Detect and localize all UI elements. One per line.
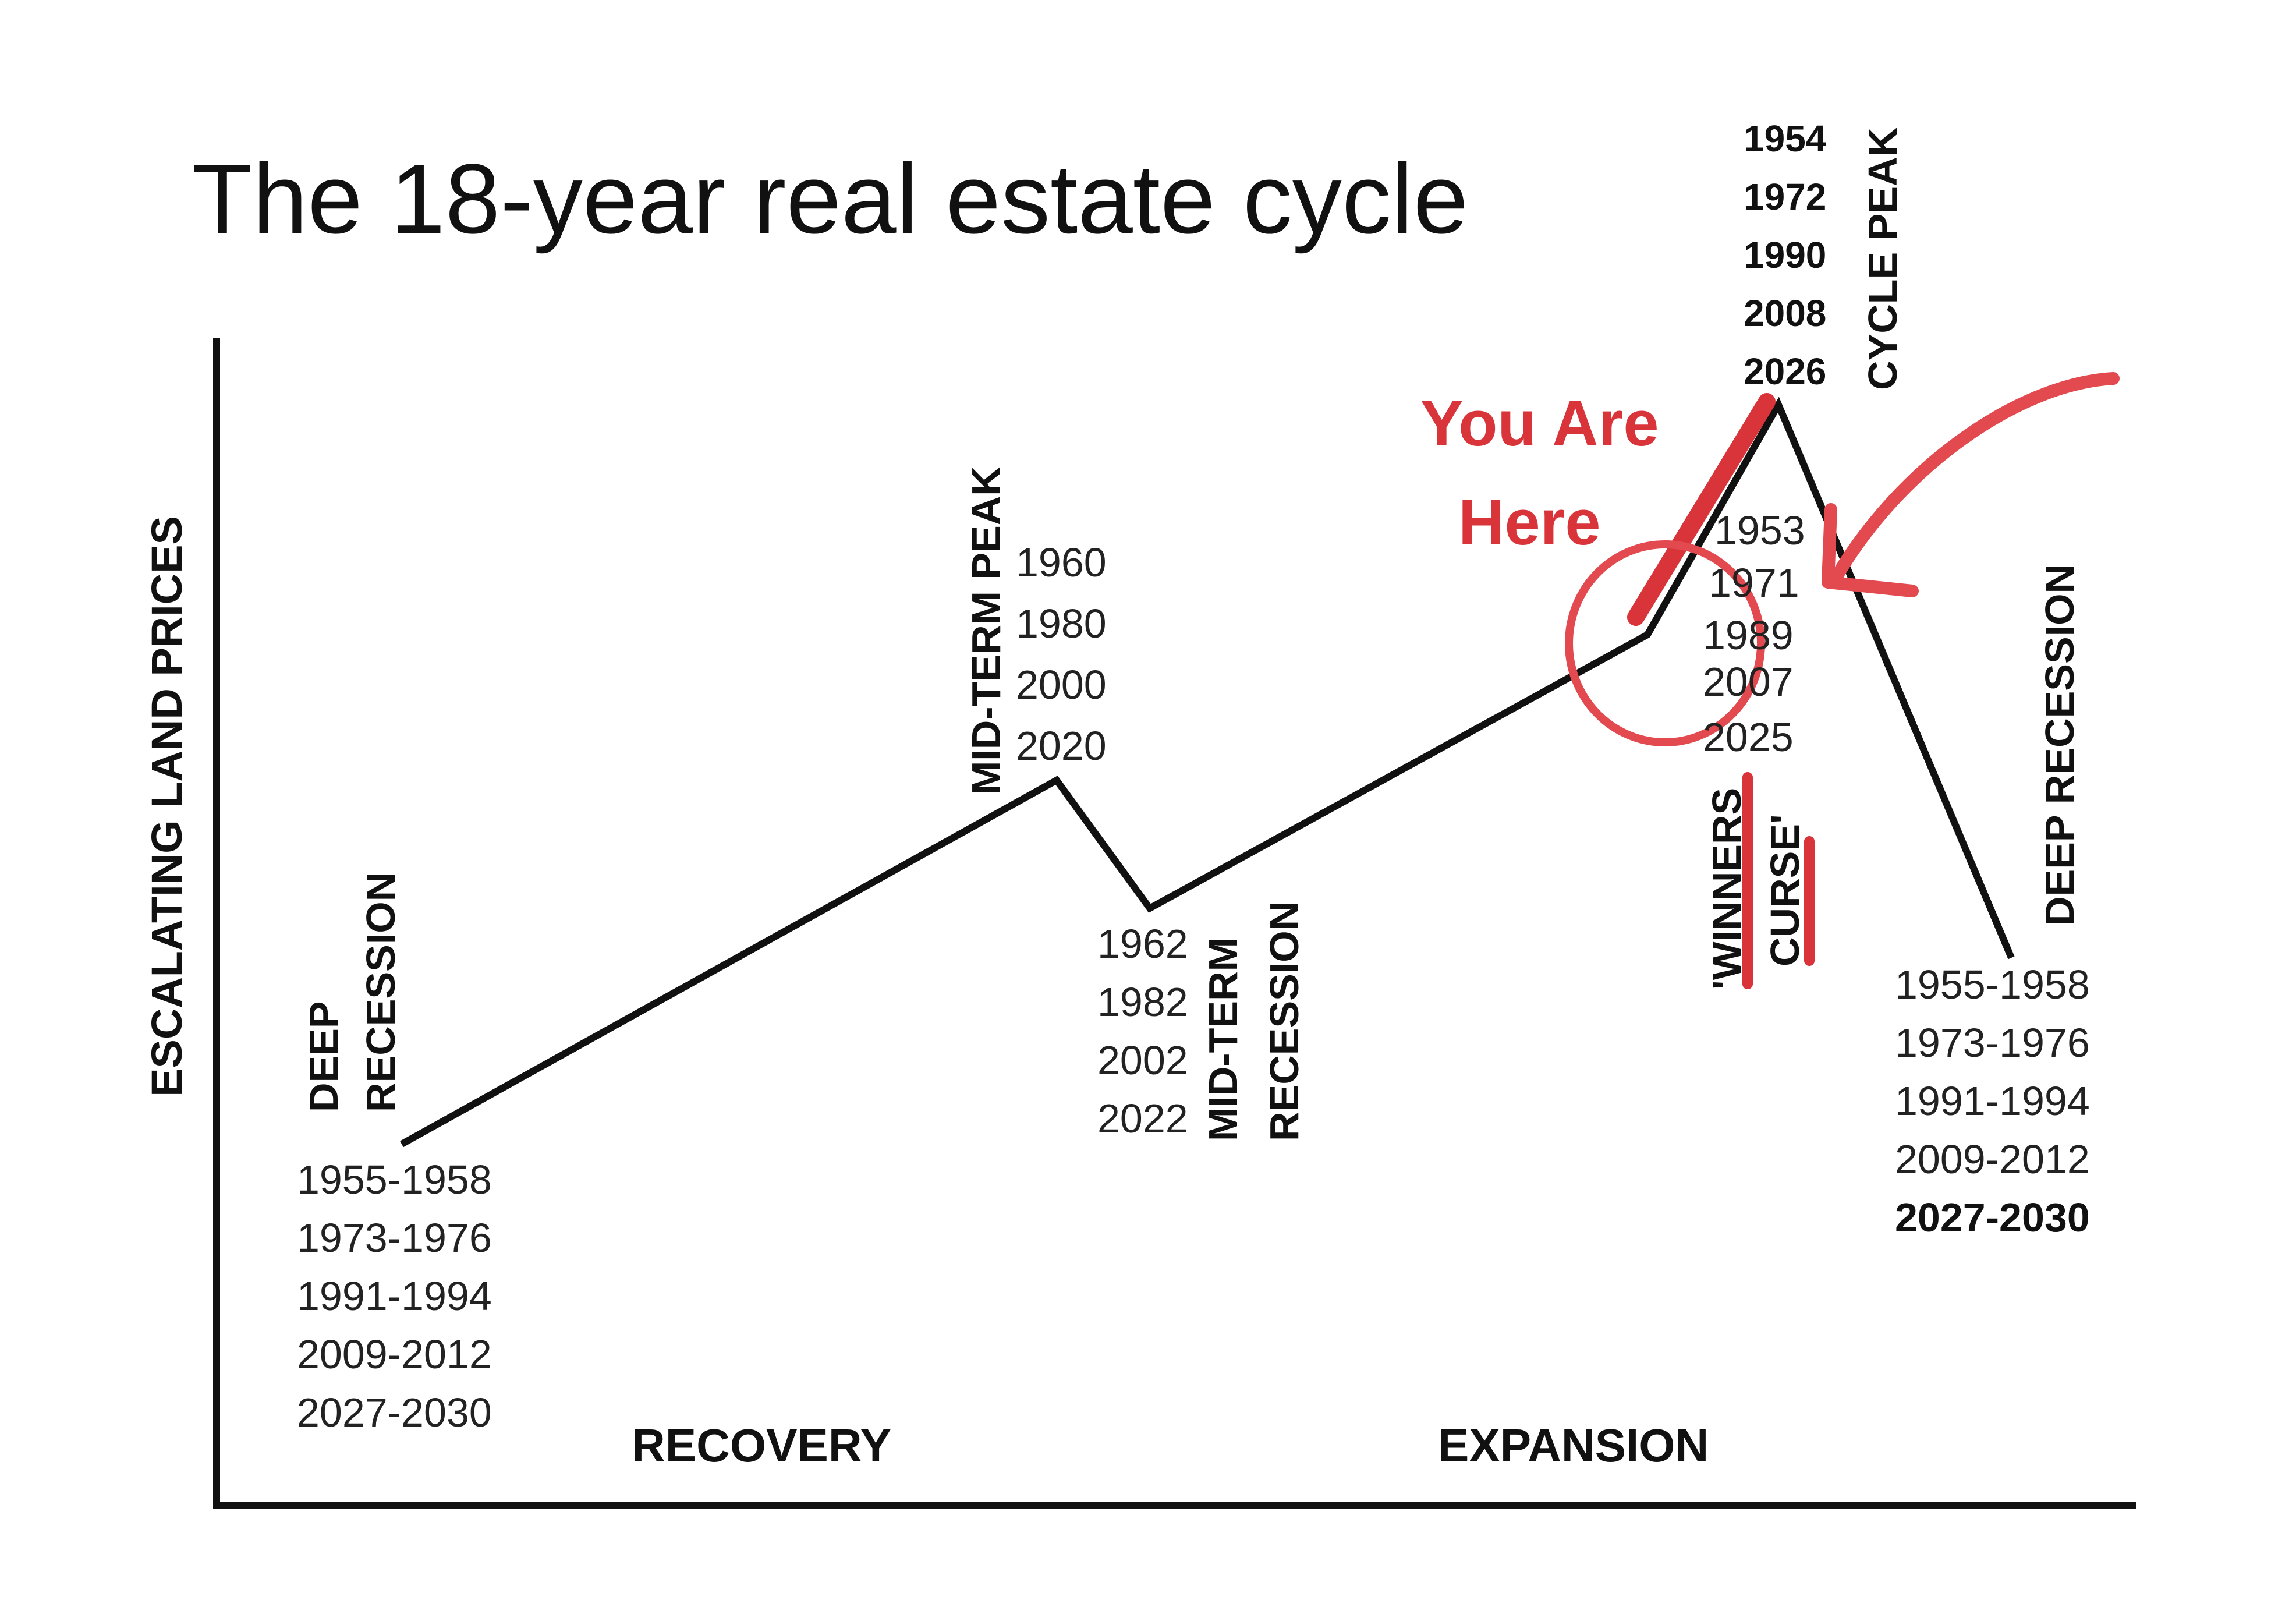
end-year: 1955-1958: [1895, 962, 2090, 1007]
mid-recession-label-line2: RECESSION: [1262, 901, 1307, 1141]
annotation-line1: You Are: [1420, 388, 1659, 459]
start-label-line2: RECESSION: [358, 872, 403, 1112]
annotation-line2: Here: [1458, 487, 1601, 558]
mid-peak-year: 1960: [1016, 540, 1107, 585]
cycle-peak-year: 2026: [1744, 351, 1826, 392]
pre-peak-year: 1971: [1709, 560, 1799, 606]
cycle-peak-year: 1954: [1744, 118, 1827, 160]
cycle-line: [400, 397, 2015, 1148]
start-year: 2009-2012: [297, 1332, 492, 1377]
winners-curse-line2: CURSE': [1762, 814, 1808, 967]
highlight-stroke: [1627, 393, 1776, 626]
mid-recession-label-line1: MID-TERM: [1200, 937, 1246, 1141]
end-year-current: 2027-2030: [1895, 1195, 2090, 1240]
mid-recession-year: 1982: [1097, 979, 1188, 1025]
phase-expansion: EXPANSION: [1438, 1420, 1709, 1471]
pre-peak-year: 2007: [1703, 659, 1794, 705]
mid-peak-year: 2000: [1016, 662, 1107, 707]
arrow-icon: [1830, 372, 2120, 583]
phase-recovery: RECOVERY: [632, 1420, 891, 1471]
end-label: DEEP RECESSION: [2037, 564, 2082, 926]
end-year: 1973-1976: [1895, 1020, 2090, 1066]
mid-peak-label: MID-TERM PEAK: [963, 466, 1009, 795]
start-label-line1: DEEP: [301, 1001, 346, 1112]
cycle-peak-year: 2008: [1744, 292, 1826, 334]
end-year: 2009-2012: [1895, 1137, 2090, 1182]
arrowhead-icon: [1822, 503, 1919, 597]
start-year: 1991-1994: [297, 1273, 492, 1319]
cycle-peak-label: CYCLE PEAK: [1860, 128, 1905, 390]
pre-peak-year: 1989: [1703, 613, 1794, 658]
winners-curse-line1: 'WINNERS: [1704, 788, 1749, 990]
cycle-peak-year: 1972: [1744, 176, 1826, 218]
cycle-peak-year: 1990: [1744, 234, 1826, 276]
start-year: 1973-1976: [297, 1215, 492, 1261]
mid-recession-year: 1962: [1097, 921, 1188, 967]
diagram-title: The 18-year real estate cycle: [192, 144, 1468, 254]
mid-peak-year: 1980: [1016, 601, 1107, 646]
mid-peak-year: 2020: [1016, 723, 1107, 769]
pre-peak-year: 1953: [1714, 508, 1805, 553]
mid-recession-year: 2022: [1097, 1096, 1188, 1141]
y-axis-label: ESCALATING LAND PRICES: [143, 516, 191, 1097]
end-year: 1991-1994: [1895, 1078, 2090, 1124]
pre-peak-year: 2025: [1703, 714, 1794, 760]
start-year: 2027-2030: [297, 1390, 492, 1435]
mid-recession-year: 2002: [1097, 1038, 1188, 1083]
you-are-here-circle: [1565, 540, 1765, 746]
start-year: 1955-1958: [297, 1157, 492, 1202]
